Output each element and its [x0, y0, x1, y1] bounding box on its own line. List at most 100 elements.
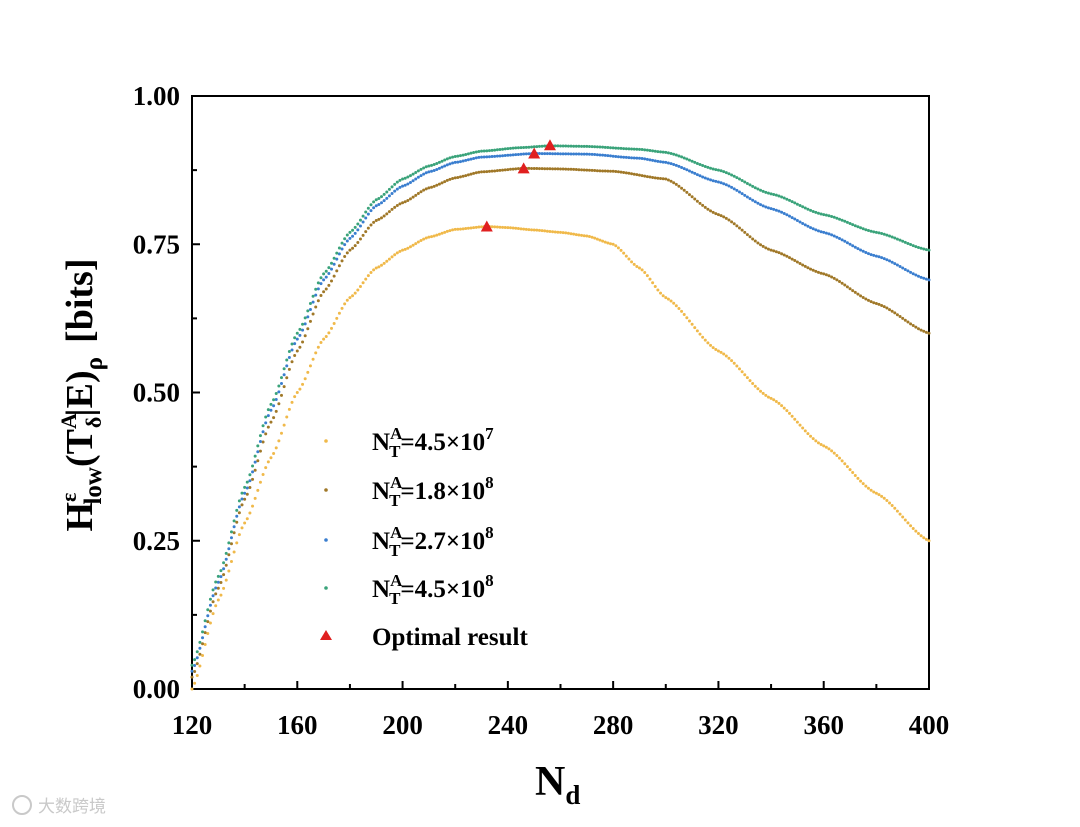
series-point	[232, 519, 236, 523]
series-point	[319, 293, 323, 297]
series-point	[893, 262, 897, 266]
series-point	[364, 210, 368, 214]
series-point	[298, 333, 302, 337]
series-point	[369, 223, 373, 227]
series-point	[495, 225, 499, 229]
series-point	[719, 214, 723, 218]
series-point	[874, 230, 878, 234]
series-point	[237, 499, 241, 503]
series-point	[232, 550, 236, 554]
series-point	[748, 379, 752, 383]
series-point	[535, 228, 539, 232]
series-point	[695, 161, 699, 165]
series-point	[480, 225, 484, 229]
series-point	[645, 148, 649, 152]
series-point	[622, 147, 626, 151]
series-point	[458, 160, 462, 164]
series-point	[258, 434, 262, 438]
series-point	[780, 404, 784, 408]
series-point	[527, 145, 531, 149]
series-point	[677, 184, 681, 188]
series-point	[524, 227, 528, 231]
series-point	[269, 402, 273, 406]
series-point	[293, 354, 297, 358]
series-point	[416, 240, 420, 244]
series-1	[190, 224, 931, 691]
series-point	[782, 253, 786, 257]
legend-label-4: NA T=4.5×108	[372, 571, 494, 608]
series-point	[440, 159, 444, 163]
series-point	[330, 267, 333, 271]
series-point	[380, 195, 384, 199]
series-point	[798, 220, 802, 224]
series-point	[411, 172, 415, 176]
series-point	[651, 158, 655, 162]
series-point	[911, 244, 915, 248]
series-point	[527, 152, 531, 156]
series-point	[245, 517, 249, 521]
series-point	[232, 525, 236, 529]
x-tick-label: 160	[277, 710, 318, 740]
series-point	[243, 491, 247, 495]
series-point	[419, 190, 423, 194]
series-point	[201, 636, 205, 640]
series-point	[277, 384, 281, 388]
series-point	[709, 166, 713, 170]
series-point	[390, 207, 394, 211]
series-point	[830, 449, 834, 453]
series-point	[595, 237, 599, 241]
series-point	[888, 308, 892, 312]
series-point	[216, 586, 220, 590]
series-point	[832, 451, 836, 455]
series-point	[614, 170, 618, 174]
series-point	[385, 259, 389, 263]
series-point	[780, 210, 784, 214]
series-point	[822, 444, 826, 448]
series-point	[480, 155, 484, 159]
series-point	[601, 239, 605, 243]
series-point	[511, 153, 515, 157]
series-point	[803, 429, 807, 433]
series-point	[861, 296, 865, 300]
series-point	[411, 179, 415, 183]
series-point	[819, 230, 823, 234]
series-point	[311, 312, 315, 316]
series-point	[685, 316, 689, 320]
series-point	[474, 150, 478, 154]
series-point	[898, 315, 902, 319]
series-point	[680, 165, 684, 169]
series-point	[919, 534, 923, 538]
series-point	[840, 459, 844, 463]
series-point	[788, 256, 791, 260]
series-point	[374, 204, 378, 208]
series-point	[445, 157, 449, 161]
series-point	[430, 163, 434, 167]
series-point	[795, 260, 799, 264]
series-point	[716, 180, 720, 184]
series-point	[511, 146, 515, 150]
series-point	[648, 277, 652, 281]
series-point	[587, 168, 591, 172]
series-point	[874, 254, 878, 258]
series-point	[398, 249, 402, 253]
series-point	[435, 233, 439, 237]
series-point	[922, 329, 926, 333]
series-point	[724, 354, 728, 358]
series-point	[540, 152, 544, 156]
series-point	[285, 415, 289, 419]
series-point	[356, 228, 360, 232]
series-point	[901, 515, 905, 519]
series-point	[659, 150, 663, 154]
series-point	[240, 497, 244, 501]
series-point	[769, 248, 773, 252]
series-point	[501, 154, 505, 158]
series-point	[303, 316, 307, 320]
series-point	[393, 205, 397, 209]
series-point	[387, 210, 391, 214]
series-point	[590, 152, 594, 156]
series-point	[756, 201, 760, 205]
series-point	[559, 144, 562, 148]
series-point	[361, 220, 365, 224]
series-point	[432, 184, 436, 188]
